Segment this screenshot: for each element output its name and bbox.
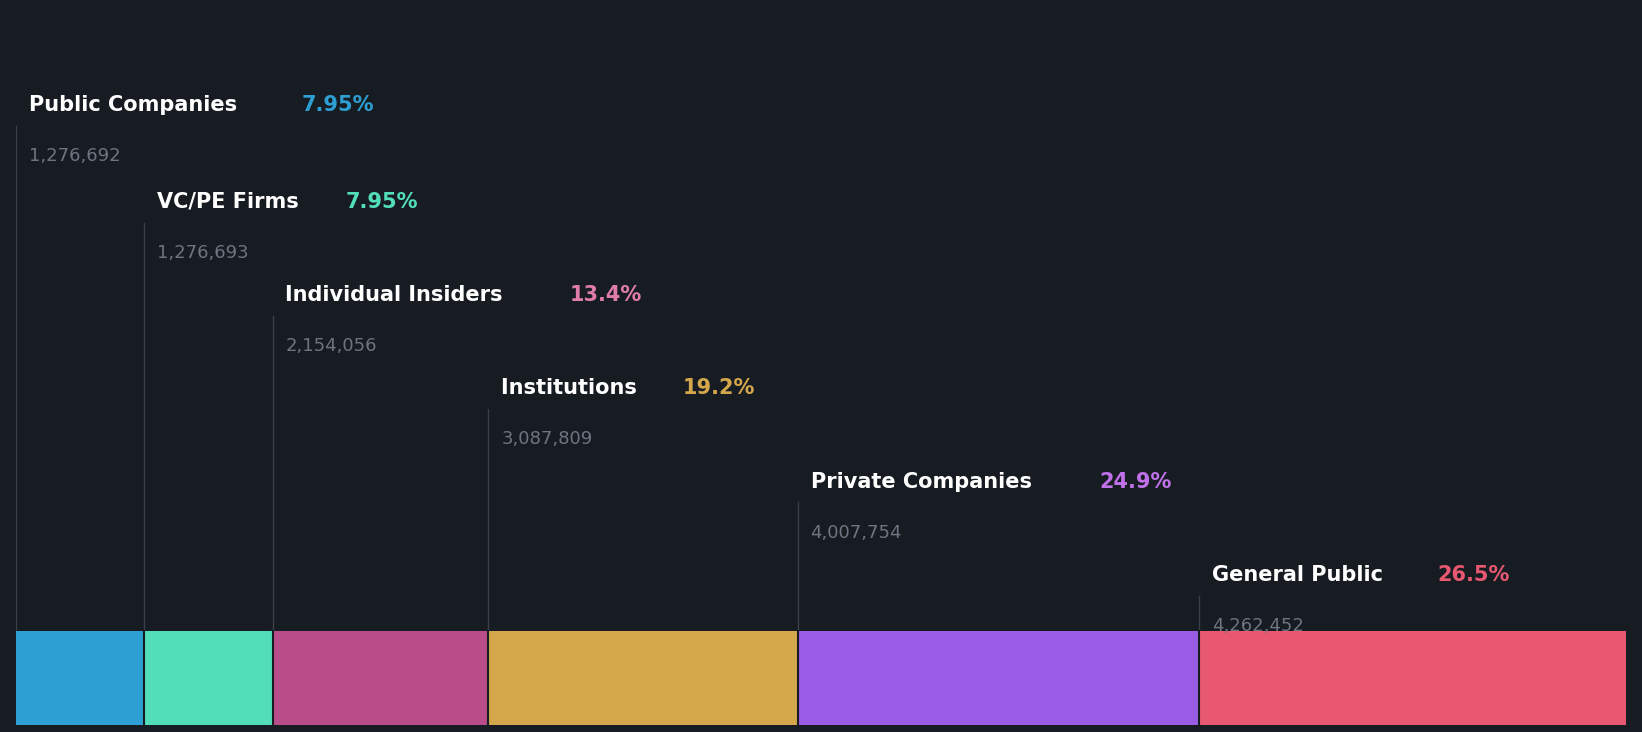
Bar (16, 632, 144, 725)
Bar (144, 632, 273, 725)
Bar (798, 632, 1199, 725)
Text: Institutions: Institutions (501, 378, 644, 398)
Bar (488, 632, 798, 725)
Text: 26.5%: 26.5% (1437, 565, 1509, 585)
Text: 24.9%: 24.9% (1098, 471, 1171, 492)
Text: 19.2%: 19.2% (681, 378, 755, 398)
Text: 7.95%: 7.95% (346, 192, 419, 212)
Text: Private Companies: Private Companies (811, 471, 1039, 492)
Text: 4,007,754: 4,007,754 (811, 524, 901, 542)
Text: 13.4%: 13.4% (570, 285, 642, 305)
Text: 2,154,056: 2,154,056 (286, 337, 378, 355)
Text: Individual Insiders: Individual Insiders (286, 285, 511, 305)
Text: 3,087,809: 3,087,809 (501, 430, 593, 449)
Text: VC/PE Firms: VC/PE Firms (158, 192, 307, 212)
Text: Public Companies: Public Companies (30, 95, 245, 115)
Text: 1,276,692: 1,276,692 (30, 147, 122, 165)
Text: 1,276,693: 1,276,693 (158, 244, 250, 262)
Text: 4,262,452: 4,262,452 (1212, 617, 1304, 635)
Text: General Public: General Public (1212, 565, 1389, 585)
Bar (273, 632, 488, 725)
Bar (1199, 632, 1626, 725)
Text: 7.95%: 7.95% (302, 95, 374, 115)
